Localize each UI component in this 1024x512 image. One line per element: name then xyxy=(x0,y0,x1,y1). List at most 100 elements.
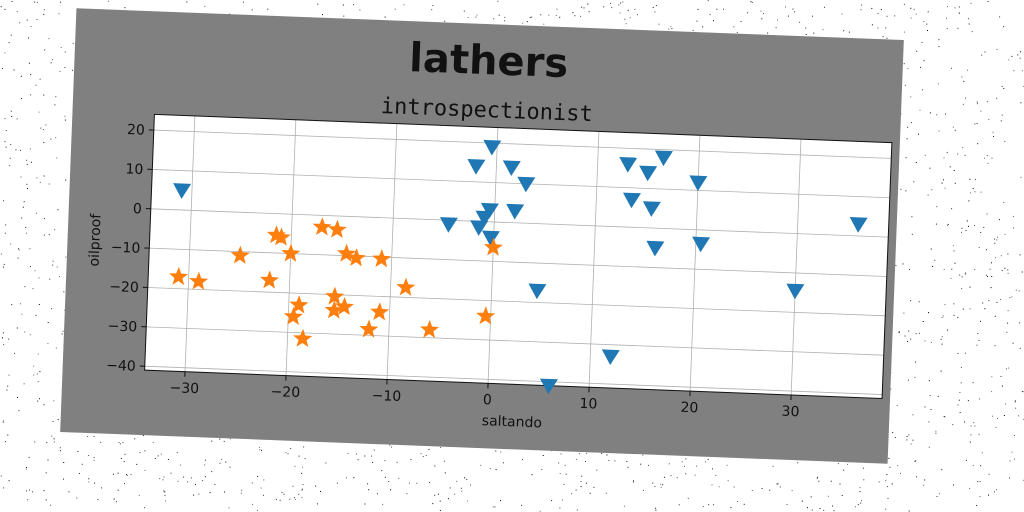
noise-speck xyxy=(381,470,383,472)
grid xyxy=(144,115,892,395)
noise-speck xyxy=(529,17,531,19)
noise-speck xyxy=(88,478,90,480)
noise-speck xyxy=(974,269,976,271)
noise-speck xyxy=(126,474,128,476)
noise-speck xyxy=(938,130,940,132)
data-point-triangle xyxy=(642,201,661,217)
noise-speck xyxy=(921,41,923,43)
noise-speck xyxy=(589,492,591,494)
noise-speck xyxy=(927,194,929,196)
noise-speck xyxy=(219,438,221,440)
noise-speck xyxy=(995,257,996,259)
noise-speck xyxy=(290,448,292,449)
noise-speck xyxy=(55,96,57,98)
noise-speck xyxy=(947,6,948,8)
noise-speck xyxy=(36,373,38,375)
noise-speck xyxy=(979,481,981,483)
noise-speck xyxy=(587,3,589,5)
noise-speck xyxy=(786,504,788,505)
data-point-triangle xyxy=(439,217,458,233)
noise-speck xyxy=(1013,435,1015,436)
noise-speck xyxy=(843,469,845,471)
series-1 xyxy=(169,217,503,348)
noise-speck xyxy=(558,462,560,464)
noise-speck xyxy=(447,498,449,500)
noise-speck xyxy=(2,421,4,423)
noise-speck xyxy=(30,74,32,76)
x-tick-label: 20 xyxy=(680,400,698,417)
noise-speck xyxy=(492,506,494,508)
noise-speck xyxy=(77,451,79,452)
noise-speck xyxy=(53,441,55,443)
noise-speck xyxy=(861,4,863,6)
noise-speck xyxy=(929,380,930,382)
noise-speck xyxy=(777,19,778,21)
noise-speck xyxy=(164,494,166,496)
noise-speck xyxy=(940,338,942,340)
noise-speck xyxy=(204,5,206,7)
noise-speck xyxy=(610,3,611,4)
noise-speck xyxy=(827,495,829,497)
noise-speck xyxy=(100,441,102,443)
noise-speck xyxy=(969,487,971,489)
noise-speck xyxy=(16,118,18,120)
noise-speck xyxy=(13,69,15,71)
noise-speck xyxy=(894,15,896,17)
noise-speck xyxy=(391,446,392,448)
noise-speck xyxy=(298,455,300,457)
noise-speck xyxy=(434,465,436,467)
noise-speck xyxy=(48,183,50,185)
noise-speck xyxy=(10,243,12,245)
noise-speck xyxy=(942,315,944,317)
noise-speck xyxy=(886,474,888,476)
noise-speck xyxy=(1022,391,1024,393)
noise-speck xyxy=(24,331,26,333)
noise-speck xyxy=(986,213,988,215)
noise-speck xyxy=(39,181,41,183)
data-point-triangle xyxy=(467,159,486,175)
noise-speck xyxy=(727,480,729,482)
noise-speck xyxy=(903,312,905,314)
x-tick-label: 30 xyxy=(781,404,799,421)
noise-speck xyxy=(811,509,813,511)
noise-speck xyxy=(47,459,49,461)
noise-speck xyxy=(623,505,625,507)
noise-speck xyxy=(55,137,57,139)
noise-speck xyxy=(991,276,993,277)
noise-speck xyxy=(935,430,937,432)
noise-speck xyxy=(275,499,277,501)
noise-speck xyxy=(420,453,422,455)
noise-speck xyxy=(900,188,902,190)
x-tick-label: −20 xyxy=(270,384,300,401)
noise-speck xyxy=(1007,310,1009,312)
noise-speck xyxy=(1021,70,1023,72)
noise-speck xyxy=(996,489,997,491)
noise-speck xyxy=(56,266,58,268)
noise-speck xyxy=(500,451,502,453)
noise-speck xyxy=(432,503,434,505)
noise-speck xyxy=(922,321,924,322)
noise-speck xyxy=(775,27,777,29)
noise-speck xyxy=(37,400,39,402)
noise-speck xyxy=(81,463,83,465)
noise-speck xyxy=(618,4,620,6)
noise-speck xyxy=(660,483,662,485)
noise-speck xyxy=(904,84,906,86)
noise-speck xyxy=(285,452,287,454)
noise-speck xyxy=(1021,391,1023,392)
noise-speck xyxy=(977,481,979,483)
data-point-triangle xyxy=(654,150,673,167)
noise-speck xyxy=(1003,26,1005,28)
noise-speck xyxy=(972,382,974,384)
noise-speck xyxy=(64,67,66,68)
noise-speck xyxy=(1007,253,1009,255)
noise-speck xyxy=(267,8,269,10)
noise-speck xyxy=(904,335,906,337)
noise-speck xyxy=(648,464,649,466)
noise-speck xyxy=(43,234,45,236)
noise-speck xyxy=(658,23,660,25)
noise-speck xyxy=(953,250,955,252)
noise-speck xyxy=(941,317,943,318)
noise-speck xyxy=(993,136,994,137)
data-point-star xyxy=(293,328,313,348)
